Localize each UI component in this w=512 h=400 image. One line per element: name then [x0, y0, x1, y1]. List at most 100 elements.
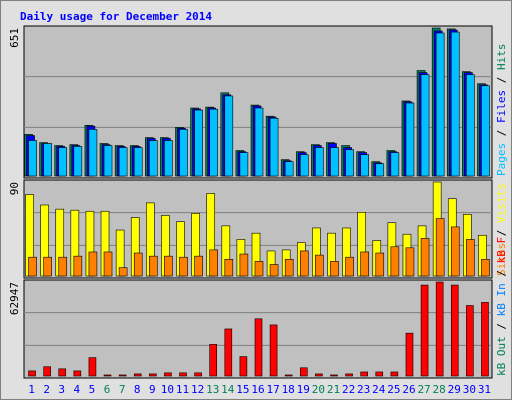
- bar: [103, 251, 113, 277]
- bar: [133, 252, 143, 277]
- legend-entry: Visits: [495, 183, 508, 223]
- x-tick-label: 9: [149, 383, 156, 396]
- bar: [360, 371, 368, 377]
- bar: [345, 373, 353, 377]
- bar: [164, 140, 173, 177]
- bar: [435, 32, 445, 177]
- bar: [179, 256, 188, 277]
- x-tick-label: 19: [297, 383, 310, 396]
- bar: [315, 373, 323, 377]
- x-tick-label: 3: [58, 383, 65, 396]
- bar: [43, 143, 52, 177]
- bar: [269, 264, 279, 277]
- bar: [450, 226, 460, 277]
- x-tick-label: 11: [176, 383, 189, 396]
- x-tick-label: 16: [251, 383, 264, 396]
- bar: [224, 328, 233, 377]
- bar: [375, 252, 385, 277]
- legend-separator: /: [495, 123, 508, 143]
- x-tick-label: 30: [463, 383, 476, 396]
- legend: Sites / Visits: [495, 183, 508, 276]
- x-tick-label: 21: [327, 383, 340, 396]
- x-tick-label: 18: [282, 383, 295, 396]
- bar: [88, 357, 97, 377]
- x-tick-label: 22: [342, 383, 355, 396]
- bar: [28, 140, 37, 177]
- bar: [466, 239, 475, 277]
- y-tick-label: 62947: [8, 282, 21, 315]
- bar: [299, 250, 309, 277]
- bar: [420, 74, 430, 177]
- bar: [284, 161, 294, 177]
- bar: [435, 218, 445, 277]
- x-tick-label: 23: [357, 383, 370, 396]
- x-tick-label: 5: [89, 383, 96, 396]
- bar: [481, 85, 490, 177]
- bar: [299, 367, 308, 377]
- bar: [269, 117, 279, 177]
- x-tick-label: 25: [387, 383, 400, 396]
- bar: [345, 149, 354, 177]
- bar: [284, 374, 293, 377]
- bar: [58, 256, 68, 277]
- x-tick-label: 28: [433, 383, 446, 396]
- bar: [194, 372, 202, 377]
- legend-separator: /: [495, 263, 508, 283]
- bar: [118, 267, 128, 277]
- bar: [164, 255, 173, 277]
- x-tick-label: 12: [191, 383, 204, 396]
- bar: [450, 284, 459, 377]
- bar: [73, 370, 82, 377]
- bar: [360, 154, 369, 177]
- bar: [254, 261, 264, 277]
- bar: [405, 247, 415, 277]
- bar: [254, 107, 264, 177]
- bar: [239, 152, 249, 177]
- legend-entry: Files: [495, 90, 508, 123]
- bar: [179, 129, 188, 177]
- bar: [466, 305, 474, 377]
- x-tick-label: 29: [448, 383, 461, 396]
- bar: [239, 356, 248, 377]
- bar: [73, 146, 83, 177]
- legend-entry: kB F: [495, 237, 508, 264]
- bar: [330, 147, 339, 177]
- bar: [73, 255, 83, 277]
- bar: [284, 258, 294, 277]
- bar: [239, 253, 249, 277]
- legend-entry: kB In: [495, 283, 508, 316]
- bar: [254, 318, 263, 377]
- bar: [224, 258, 234, 277]
- x-tick-label: 1: [28, 383, 35, 396]
- bar: [375, 163, 385, 177]
- bar: [43, 366, 51, 377]
- x-tick-label: 10: [161, 383, 174, 396]
- bar: [28, 256, 37, 277]
- legend-separator: /: [495, 316, 508, 336]
- bar: [58, 368, 67, 377]
- bar: [481, 302, 489, 377]
- bar: [420, 284, 429, 377]
- legend-separator: /: [495, 70, 508, 90]
- bar: [209, 344, 218, 377]
- bar: [28, 370, 36, 377]
- bar: [118, 374, 127, 377]
- bar: [315, 254, 324, 277]
- bar: [299, 154, 309, 177]
- x-tick-label: 6: [104, 383, 111, 396]
- bar: [149, 255, 158, 277]
- bar: [450, 31, 460, 177]
- bar: [269, 324, 278, 377]
- bar: [194, 255, 203, 277]
- legend: Pages / Files / Hits: [495, 44, 508, 177]
- bar: [133, 373, 142, 377]
- x-tick-label: 31: [478, 383, 491, 396]
- y-tick-label: 90: [8, 182, 21, 195]
- x-tick-label: 15: [236, 383, 249, 396]
- legend-entry: Sites: [495, 243, 508, 276]
- x-tick-label: 27: [417, 383, 430, 396]
- x-tick-label: 8: [134, 383, 141, 396]
- bar: [133, 147, 143, 177]
- x-tick-label: 13: [206, 383, 219, 396]
- x-tick-label: 26: [402, 383, 415, 396]
